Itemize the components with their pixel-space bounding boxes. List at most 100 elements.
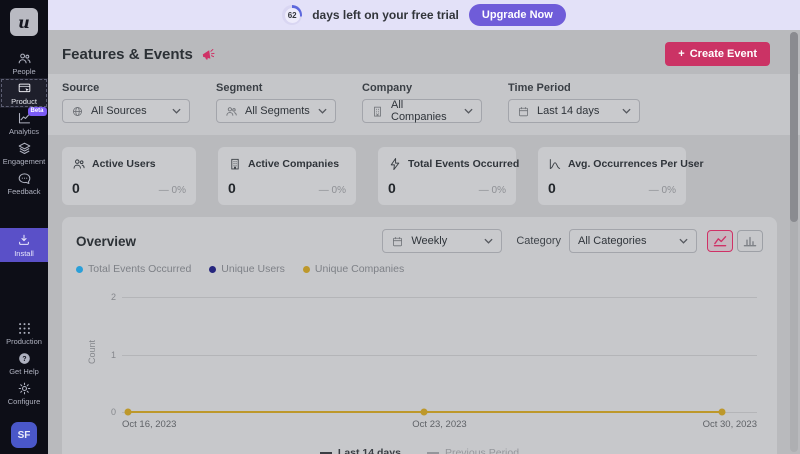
users-icon bbox=[73, 159, 85, 169]
sidebar-item-install[interactable]: Install bbox=[0, 228, 48, 262]
bell-curve-icon bbox=[549, 159, 561, 169]
gridline bbox=[122, 297, 757, 298]
stat-card-active-users: Active Users 0 — 0% bbox=[62, 147, 196, 205]
user-avatar[interactable]: SF bbox=[11, 422, 37, 448]
sidebar-item-feedback[interactable]: Feedback bbox=[0, 168, 48, 198]
app-logo[interactable]: u bbox=[10, 8, 38, 36]
chevron-down-icon bbox=[464, 108, 473, 114]
sidebar-item-label: Install bbox=[14, 248, 34, 258]
megaphone-icon bbox=[202, 48, 215, 60]
stat-card-total-events: Total Events Occurred 0 — 0% bbox=[378, 147, 519, 205]
beta-badge: Beta bbox=[27, 107, 47, 117]
y-tick: 2 bbox=[110, 292, 116, 302]
scrollbar-thumb[interactable] bbox=[790, 32, 798, 222]
x-tick: Oct 16, 2023 bbox=[122, 419, 177, 430]
sidebar-item-engagement[interactable]: Engagement bbox=[0, 138, 48, 168]
filter-company: Company All Companies bbox=[362, 82, 482, 123]
x-tick: Oct 30, 2023 bbox=[702, 419, 757, 430]
globe-icon bbox=[73, 106, 82, 116]
sidebar-item-get-help[interactable]: ? Get Help bbox=[0, 348, 48, 378]
plus-icon: + bbox=[678, 48, 685, 60]
data-point[interactable] bbox=[420, 408, 428, 416]
sidebar-item-configure[interactable]: Configure bbox=[0, 378, 48, 408]
bar-chart-toggle[interactable] bbox=[737, 230, 763, 252]
overview-panel: Overview Weekly Category All Categories bbox=[62, 217, 777, 454]
stat-value: 0 bbox=[548, 180, 556, 196]
chat-bubble-icon bbox=[17, 171, 32, 186]
sidebar-item-label: People bbox=[12, 67, 36, 76]
legend-item-unique-companies: Unique Companies bbox=[302, 263, 404, 275]
sidebar-item-label: Engagement bbox=[2, 157, 46, 166]
x-tick: Oct 23, 2023 bbox=[412, 419, 467, 430]
upgrade-now-button[interactable]: Upgrade Now bbox=[468, 4, 566, 26]
stat-value: 0 bbox=[228, 180, 236, 196]
x-axis-labels: Oct 16, 2023 Oct 23, 2023 Oct 30, 2023 bbox=[122, 419, 757, 430]
sidebar-item-people[interactable]: People bbox=[0, 48, 48, 78]
stat-label: Avg. Occurrences Per User bbox=[568, 158, 704, 170]
chart-type-toggle bbox=[707, 230, 763, 252]
chevron-down-icon bbox=[318, 108, 327, 114]
stat-value: 0 bbox=[72, 180, 80, 196]
stat-label: Active Companies bbox=[248, 158, 340, 170]
line-chart: Count 2 1 0 Oct 16, 2023 Oct bbox=[76, 285, 763, 435]
solid-line-swatch bbox=[319, 452, 332, 454]
stat-change: — 0% bbox=[648, 185, 676, 196]
stat-change: — 0% bbox=[158, 185, 186, 196]
filter-time-period: Time Period Last 14 days bbox=[508, 82, 640, 123]
line-chart-icon bbox=[713, 236, 727, 247]
source-dropdown[interactable]: All Sources bbox=[62, 99, 190, 123]
sidebar-item-label: Product bbox=[11, 97, 37, 106]
users-icon bbox=[226, 106, 237, 116]
sidebar-item-label: Get Help bbox=[9, 367, 39, 376]
trial-progress-ring: 62 bbox=[282, 5, 303, 25]
sidebar-item-label: Analytics bbox=[8, 127, 39, 136]
sidebar-item-label: Production bbox=[6, 337, 42, 346]
trial-message: days left on your free trial bbox=[312, 8, 459, 22]
data-point[interactable] bbox=[124, 408, 132, 416]
building-icon bbox=[374, 106, 381, 117]
filter-label: Source bbox=[62, 82, 100, 94]
grid-dots-icon bbox=[17, 321, 32, 336]
y-tick: 0 bbox=[110, 407, 116, 417]
plot-area bbox=[122, 297, 757, 416]
chart-legend: Total Events Occurred Unique Users Uniqu… bbox=[76, 263, 763, 275]
category-label: Category bbox=[516, 235, 561, 247]
category-dropdown[interactable]: All Categories bbox=[569, 229, 697, 253]
stat-card-active-companies: Active Companies 0 — 0% bbox=[218, 147, 356, 205]
sidebar-item-label: Configure bbox=[7, 397, 41, 406]
interval-dropdown[interactable]: Weekly bbox=[382, 229, 503, 253]
environment-switcher[interactable]: Production bbox=[0, 318, 48, 348]
help-icon: ? bbox=[17, 351, 32, 366]
legend-item-total-events: Total Events Occurred bbox=[76, 263, 191, 275]
line-chart-toggle[interactable] bbox=[707, 230, 733, 252]
overview-header: Overview Weekly Category All Categories bbox=[76, 229, 763, 253]
chevron-down-icon bbox=[172, 108, 181, 114]
data-point[interactable] bbox=[718, 408, 726, 416]
sidebar-bottom-group: Production ? Get Help Con bbox=[0, 318, 48, 408]
sidebar-item-analytics[interactable]: Beta Analytics bbox=[0, 107, 48, 138]
people-icon bbox=[17, 51, 32, 66]
legend-current-period: Last 14 days bbox=[319, 447, 401, 454]
legend-item-unique-users: Unique Users bbox=[209, 263, 285, 275]
overview-title: Overview bbox=[76, 233, 137, 249]
svg-text:?: ? bbox=[22, 356, 26, 363]
trial-days-left: 62 bbox=[284, 7, 300, 23]
stat-change: — 0% bbox=[318, 185, 346, 196]
legend-dot bbox=[302, 265, 310, 273]
calendar-icon bbox=[393, 236, 403, 246]
company-dropdown[interactable]: All Companies bbox=[362, 99, 482, 123]
scrollbar-track[interactable] bbox=[790, 32, 798, 452]
filter-label: Time Period bbox=[508, 82, 571, 94]
sidebar-item-product[interactable]: Product bbox=[0, 78, 48, 108]
gear-icon bbox=[17, 381, 32, 396]
chevron-down-icon bbox=[679, 238, 688, 244]
bar-chart-icon bbox=[743, 236, 757, 247]
analytics-icon: Beta bbox=[17, 107, 47, 126]
calendar-icon bbox=[519, 106, 528, 116]
segment-dropdown[interactable]: All Segments bbox=[216, 99, 336, 123]
stats-row: Active Users 0 — 0% Active Companies bbox=[48, 135, 800, 205]
create-event-button[interactable]: + Create Event bbox=[665, 42, 770, 66]
time-period-dropdown[interactable]: Last 14 days bbox=[508, 99, 640, 123]
page-header: Features & Events + Create Event bbox=[48, 30, 800, 66]
